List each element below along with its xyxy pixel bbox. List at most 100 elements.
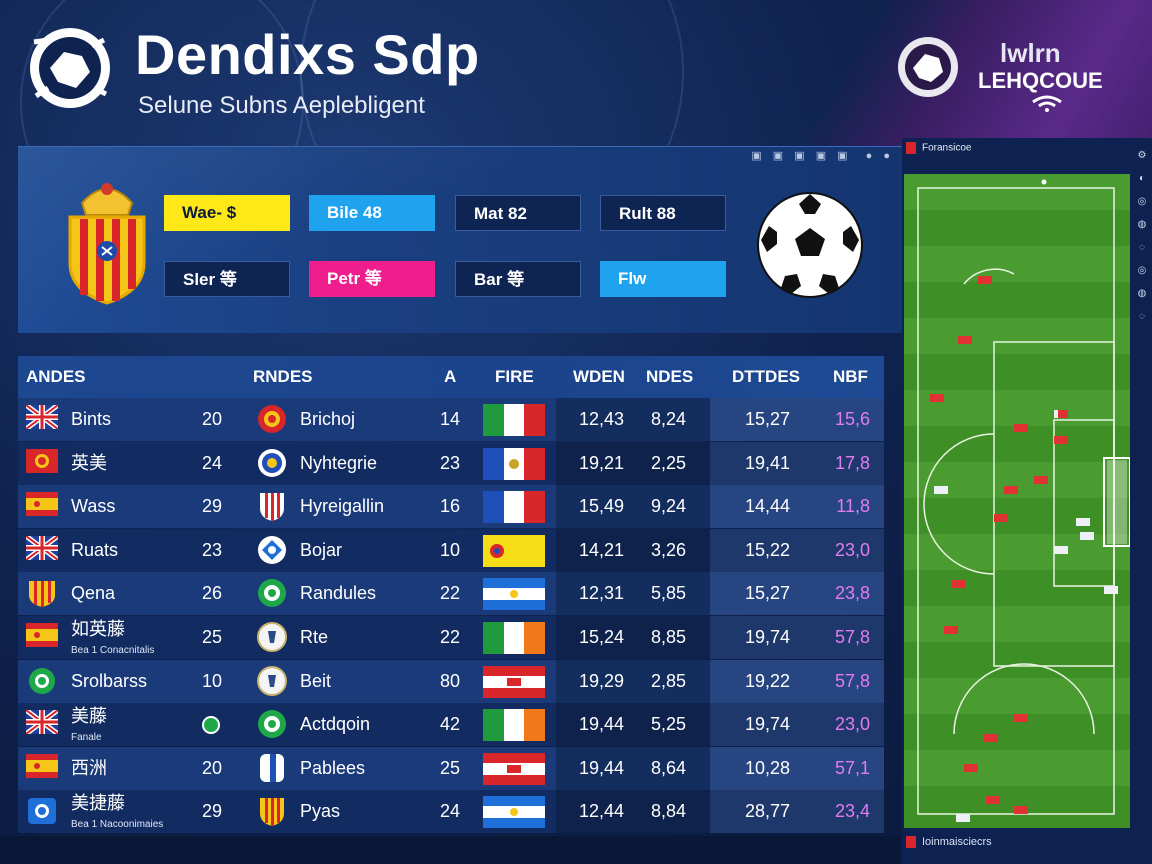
player-name-text: Srolbarss [71, 670, 148, 691]
col-header-rndes[interactable]: RNDES [253, 367, 313, 386]
col-header-ndes[interactable]: NDES [646, 367, 694, 386]
toolbar-icon[interactable]: ◎ [1137, 265, 1147, 276]
pitch-footer-badge-icon [906, 836, 916, 849]
club-logo-icon [30, 28, 110, 108]
table-row[interactable]: 美藤 Fanale Actdqoin 42 19,44 5,25 19,74 23,0 [18, 703, 884, 747]
stat-dttdes: 19,74 [744, 714, 790, 735]
player-name-text: Wass [71, 496, 116, 517]
player-age: 25 [201, 627, 222, 647]
toolbar-icon[interactable]: ◌ [1139, 242, 1145, 253]
table-row[interactable]: Wass 29 Hyreigallin 16 15,49 9,24 14,44 11,8 [18, 485, 884, 529]
row-stat-shade [710, 528, 884, 572]
stat-nbf: 57,8 [834, 670, 870, 691]
stat-nbf: 23,0 [834, 539, 870, 560]
table-row[interactable]: Qena 26 Randules 22 12,31 5,85 15,27 23,8 [18, 572, 884, 616]
green-circle-icon [26, 667, 58, 695]
page-subtitle: Selune Subns Aeplebligent [138, 92, 425, 119]
tactics-pitch[interactable] [904, 174, 1130, 828]
ireland-flag-icon [483, 622, 545, 654]
player-number: 14 [439, 409, 460, 429]
table-row[interactable]: Bints 20 Brichoj 14 12,43 8,24 15,27 15,6 [18, 398, 884, 441]
page-title: Dendixs Sdp [135, 23, 480, 86]
col-header-a[interactable]: A [444, 367, 457, 386]
player-subtitle: Bea 1 Conacnitalis [71, 645, 155, 656]
stat-wden: 14,21 [578, 539, 624, 560]
pitch-footer: Ioinmaisciecrs [906, 836, 992, 849]
col-header-wden[interactable]: WDEN [573, 367, 625, 386]
player-number: 16 [439, 496, 460, 517]
stat-box-8[interactable]: Flw [600, 261, 726, 297]
stat-dttdes: 19,22 [744, 670, 790, 691]
stat-box-3[interactable]: Mat 82 [455, 195, 581, 231]
spain-flag-icon [26, 492, 58, 520]
table-row[interactable]: 如英藤 Bea 1 Conacnitalis 25 Rte 22 15,24 8,85 19,… [18, 616, 884, 659]
club-name: Beit [300, 670, 332, 691]
argentina-flag-icon [483, 796, 545, 829]
player-name-text: Ruats [71, 539, 119, 560]
blue-club-badge-icon [256, 447, 288, 479]
player-age: 23 [201, 539, 222, 560]
row-stat-shade [556, 746, 710, 790]
wifi-icon [1032, 95, 1062, 112]
toolbar-icon[interactable]: ◐ [1138, 173, 1146, 184]
player-name-text: Qena [71, 583, 116, 604]
table-row[interactable]: 美捷藤 Bea 1 Nacoonimaies 29 Pyas 24 12,44 8,84 28… [18, 790, 884, 834]
league-name: LEHQCOUE [978, 68, 1103, 93]
col-header-nbf[interactable]: NBF [833, 367, 868, 386]
toolbar-icon[interactable]: ◎ [1137, 196, 1147, 207]
player-name: 美捷藤 Bea 1 Nacoonimaies [71, 794, 163, 834]
settings-icon[interactable]: ⚙ [1137, 150, 1147, 161]
row-stat-shade [710, 616, 884, 659]
row-stat-shade [556, 790, 710, 834]
stat-box-5[interactable]: Sler 等 [164, 261, 290, 297]
row-stat-shade [556, 441, 710, 485]
col-header-dttdes[interactable]: DTTDES [732, 367, 800, 386]
stat-box-2[interactable]: Bile 48 [309, 195, 435, 231]
stat-wden: 19,44 [578, 714, 624, 735]
stat-nbf: 17,8 [834, 452, 870, 473]
col-header-fire[interactable]: FIRE [495, 367, 534, 386]
col-header-andes[interactable]: ANDES [26, 367, 86, 386]
shield-stripes-icon [26, 579, 58, 608]
green-club-badge-icon [256, 577, 288, 609]
stat-dttdes: 19,74 [744, 627, 790, 647]
stat-wden: 12,44 [578, 801, 624, 822]
stat-box-4[interactable]: Rult 88 [600, 195, 726, 231]
stat-wden: 12,43 [578, 409, 624, 429]
table-row[interactable]: Srolbarss 10 Beit 80 19,29 2,85 19,22 57,8 [18, 659, 884, 703]
stat-box-1[interactable]: Wae- $ [164, 195, 290, 231]
player-subtitle: Bea 1 Nacoonimaies [71, 819, 164, 831]
table-row[interactable]: 西洲 20 Pablees 25 19,44 8,64 10,28 57,1 [18, 746, 884, 790]
player-age: 20 [201, 409, 222, 429]
france-flag-icon [483, 491, 545, 524]
table-row[interactable]: 英美 24 Nyhtegrie 23 19,21 2,25 19,41 17,8 [18, 441, 884, 485]
blue-wing-badge-icon [256, 534, 288, 566]
pitch-footer-text: Ioinmaisciecrs [922, 836, 992, 848]
stat-box-7[interactable]: Bar 等 [455, 261, 581, 297]
toolbar-icon[interactable]: ◍ [1137, 288, 1147, 299]
stat-dttdes: 15,22 [744, 539, 790, 560]
player-name: Bints [71, 398, 111, 441]
stat-ndes: 8,85 [650, 627, 686, 647]
player-number: 25 [439, 757, 460, 778]
toolbar-icon[interactable]: ◍ [1137, 219, 1147, 230]
player-name-text: 西洲 [71, 757, 107, 778]
stat-box-6[interactable]: Petr 等 [309, 261, 435, 297]
red-stripes-badge-icon [256, 490, 288, 522]
stat-nbf: 23,0 [834, 714, 870, 735]
stat-nbf: 57,8 [834, 627, 870, 647]
panel-toolbar-icons[interactable]: ▣ ▣ ▣ ▣ ▣ ● ● [751, 150, 894, 162]
stat-dttdes: 19,41 [744, 452, 790, 473]
player-number: 10 [439, 539, 460, 560]
table-row[interactable]: Ruats 23 Bojar 10 14,21 3,26 15,22 23,0 [18, 528, 884, 572]
row-stat-shade [710, 398, 884, 441]
row-stat-shade [556, 398, 710, 441]
club-name: Randules [300, 583, 377, 604]
player-age: 10 [201, 670, 222, 691]
league-logo-icon [898, 37, 958, 97]
player-age: 29 [201, 801, 222, 822]
stat-dttdes: 15,27 [744, 409, 790, 429]
toolbar-icon[interactable]: ◌ [1139, 311, 1145, 322]
stat-ndes: 3,26 [650, 539, 686, 560]
club-name: Hyreigallin [300, 496, 385, 517]
